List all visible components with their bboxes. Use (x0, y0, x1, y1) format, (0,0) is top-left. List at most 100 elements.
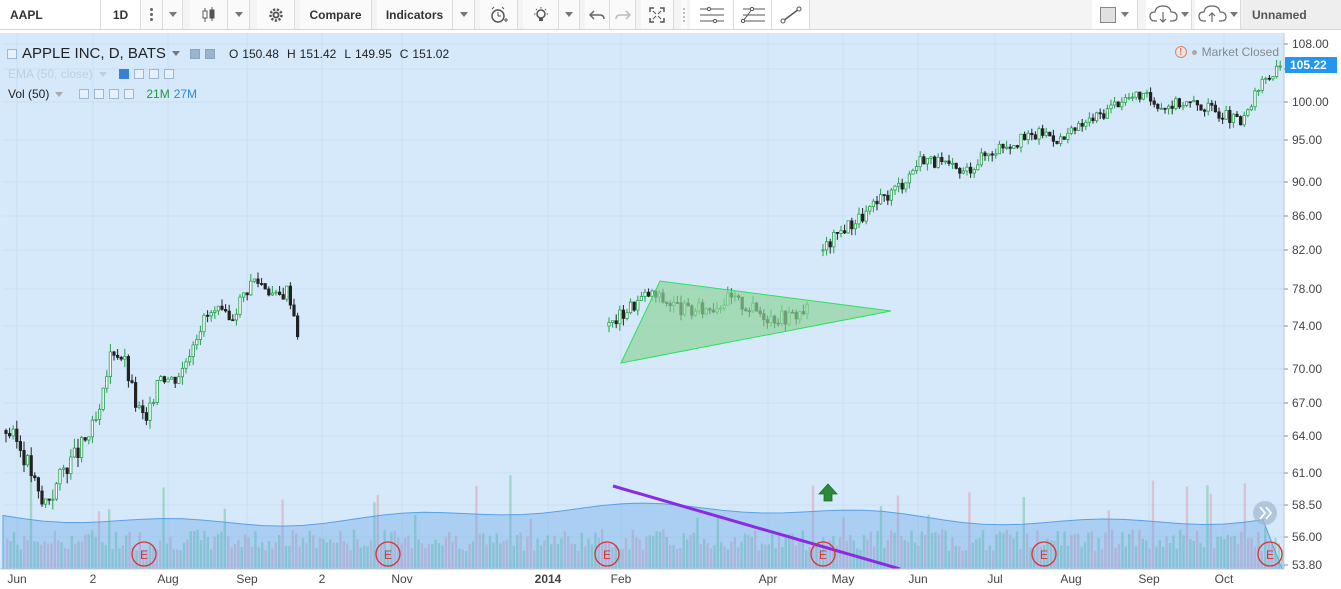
candle (1188, 101, 1192, 104)
buy-arrow-icon (818, 483, 838, 502)
fib-tool[interactable] (734, 0, 772, 29)
candle (1257, 90, 1261, 92)
volume-bar (917, 545, 920, 569)
redo-button[interactable] (610, 0, 636, 29)
trend-line[interactable] (612, 484, 901, 571)
chart-type-button[interactable] (190, 0, 228, 29)
volume-bar (1114, 547, 1117, 569)
earnings-marker-icon[interactable] (594, 541, 620, 567)
indicators-dropdown[interactable] (453, 0, 475, 29)
indicator-settings-icon[interactable] (133, 69, 144, 79)
volume-bar (1250, 538, 1253, 569)
chevron-down-icon[interactable] (171, 51, 180, 56)
volume-bar (1253, 546, 1257, 569)
indicator-settings-icon[interactable] (79, 89, 90, 99)
indicator-remove-icon[interactable] (124, 89, 135, 99)
price-tick-label: 82.00 (1292, 243, 1322, 257)
earnings-marker-icon[interactable] (375, 541, 401, 567)
candle (1213, 104, 1217, 113)
volume-bar (386, 550, 390, 569)
volume-bar (427, 543, 430, 569)
candle (1019, 133, 1023, 148)
interval-more-button[interactable] (141, 0, 163, 29)
chevron-down-icon[interactable] (98, 71, 107, 77)
ideas-button[interactable] (523, 0, 559, 29)
earnings-marker-icon[interactable] (810, 541, 836, 567)
volume-bar (930, 533, 934, 569)
indicator-add-icon[interactable] (109, 89, 120, 99)
interval-button[interactable]: 1D (101, 0, 141, 29)
candles-icon (202, 6, 214, 22)
chart-pane[interactable]: EEEEEE108.00105.00100.0095.0090.0086.008… (0, 33, 1341, 589)
candle (893, 185, 897, 191)
ideas-dropdown[interactable] (559, 0, 580, 29)
candle (979, 152, 984, 166)
volume-label[interactable]: Vol (50) (8, 87, 50, 101)
compare-button[interactable]: Compare (300, 0, 372, 29)
indicator-format-icon[interactable] (94, 89, 105, 99)
candle (205, 314, 210, 317)
time-axis[interactable] (0, 569, 1284, 589)
chevron-down-icon[interactable] (55, 91, 64, 97)
volume-bar (828, 540, 832, 569)
triangle-pattern[interactable] (620, 280, 892, 364)
chart-type-dropdown[interactable] (228, 0, 250, 29)
volume-bar (267, 541, 271, 569)
candle (231, 319, 235, 322)
volume-bar (434, 539, 437, 569)
volume-bar (825, 544, 828, 569)
indicator-add-icon[interactable] (148, 69, 159, 79)
load-layout-button[interactable] (1146, 0, 1192, 29)
volume-bar (349, 549, 352, 569)
volume-bar (937, 534, 940, 569)
high-label: H (286, 46, 296, 61)
series-settings-icon[interactable] (204, 48, 215, 59)
earnings-label: E (1040, 548, 1048, 562)
volume-bar (767, 544, 770, 569)
horizontal-lines-tool[interactable] (690, 0, 734, 29)
earnings-marker-icon[interactable] (1257, 541, 1283, 567)
earnings-marker-icon[interactable] (131, 541, 157, 567)
hide-series-icon[interactable] (189, 48, 200, 59)
candle (295, 315, 300, 337)
chevron-down-icon (1121, 12, 1129, 17)
candle (1055, 140, 1059, 144)
volume-ma-value: 27M (173, 87, 198, 101)
volume-bar (1077, 533, 1080, 569)
price-chart[interactable]: EEEEEE108.00105.00100.0095.0090.0086.008… (0, 33, 1341, 589)
fullscreen-button[interactable] (641, 0, 674, 29)
ema-label[interactable]: EMA (50, close) (8, 67, 93, 81)
indicators-button[interactable]: Indicators (377, 0, 453, 29)
candle (1131, 96, 1135, 99)
candle (821, 249, 825, 252)
interval-dropdown-button[interactable] (163, 0, 183, 29)
price-axis[interactable] (1284, 33, 1341, 589)
volume-bar (114, 531, 118, 569)
trend-line-tool[interactable] (772, 0, 810, 29)
volume-bar (686, 539, 689, 569)
candle (1048, 131, 1052, 137)
candle (835, 231, 840, 234)
volume-bar (50, 543, 53, 569)
volume-bar (747, 534, 750, 569)
volume-bar (1236, 544, 1240, 569)
fib-retracement-icon (740, 6, 765, 23)
layout-name-button[interactable]: Unnamed (1241, 0, 1341, 29)
volume-bar (305, 543, 308, 569)
save-layout-button[interactable] (1195, 0, 1241, 29)
earnings-marker-icon[interactable] (1031, 541, 1057, 567)
volume-bar (1060, 545, 1063, 569)
symbol-search-input[interactable]: AAPL (0, 0, 101, 29)
collapse-legend-icon[interactable] (7, 48, 17, 59)
color-picker-button[interactable] (1092, 0, 1138, 29)
eye-icon[interactable] (118, 69, 129, 79)
toolbar-grip[interactable] (681, 0, 687, 29)
price-tick-label: 70.00 (1292, 362, 1322, 376)
undo-button[interactable] (585, 0, 610, 29)
volume-bar (947, 550, 951, 569)
candle (1080, 123, 1084, 127)
indicator-remove-icon[interactable] (163, 69, 174, 79)
settings-button[interactable] (257, 0, 295, 29)
alert-button[interactable] (480, 0, 518, 29)
candle (80, 437, 84, 459)
